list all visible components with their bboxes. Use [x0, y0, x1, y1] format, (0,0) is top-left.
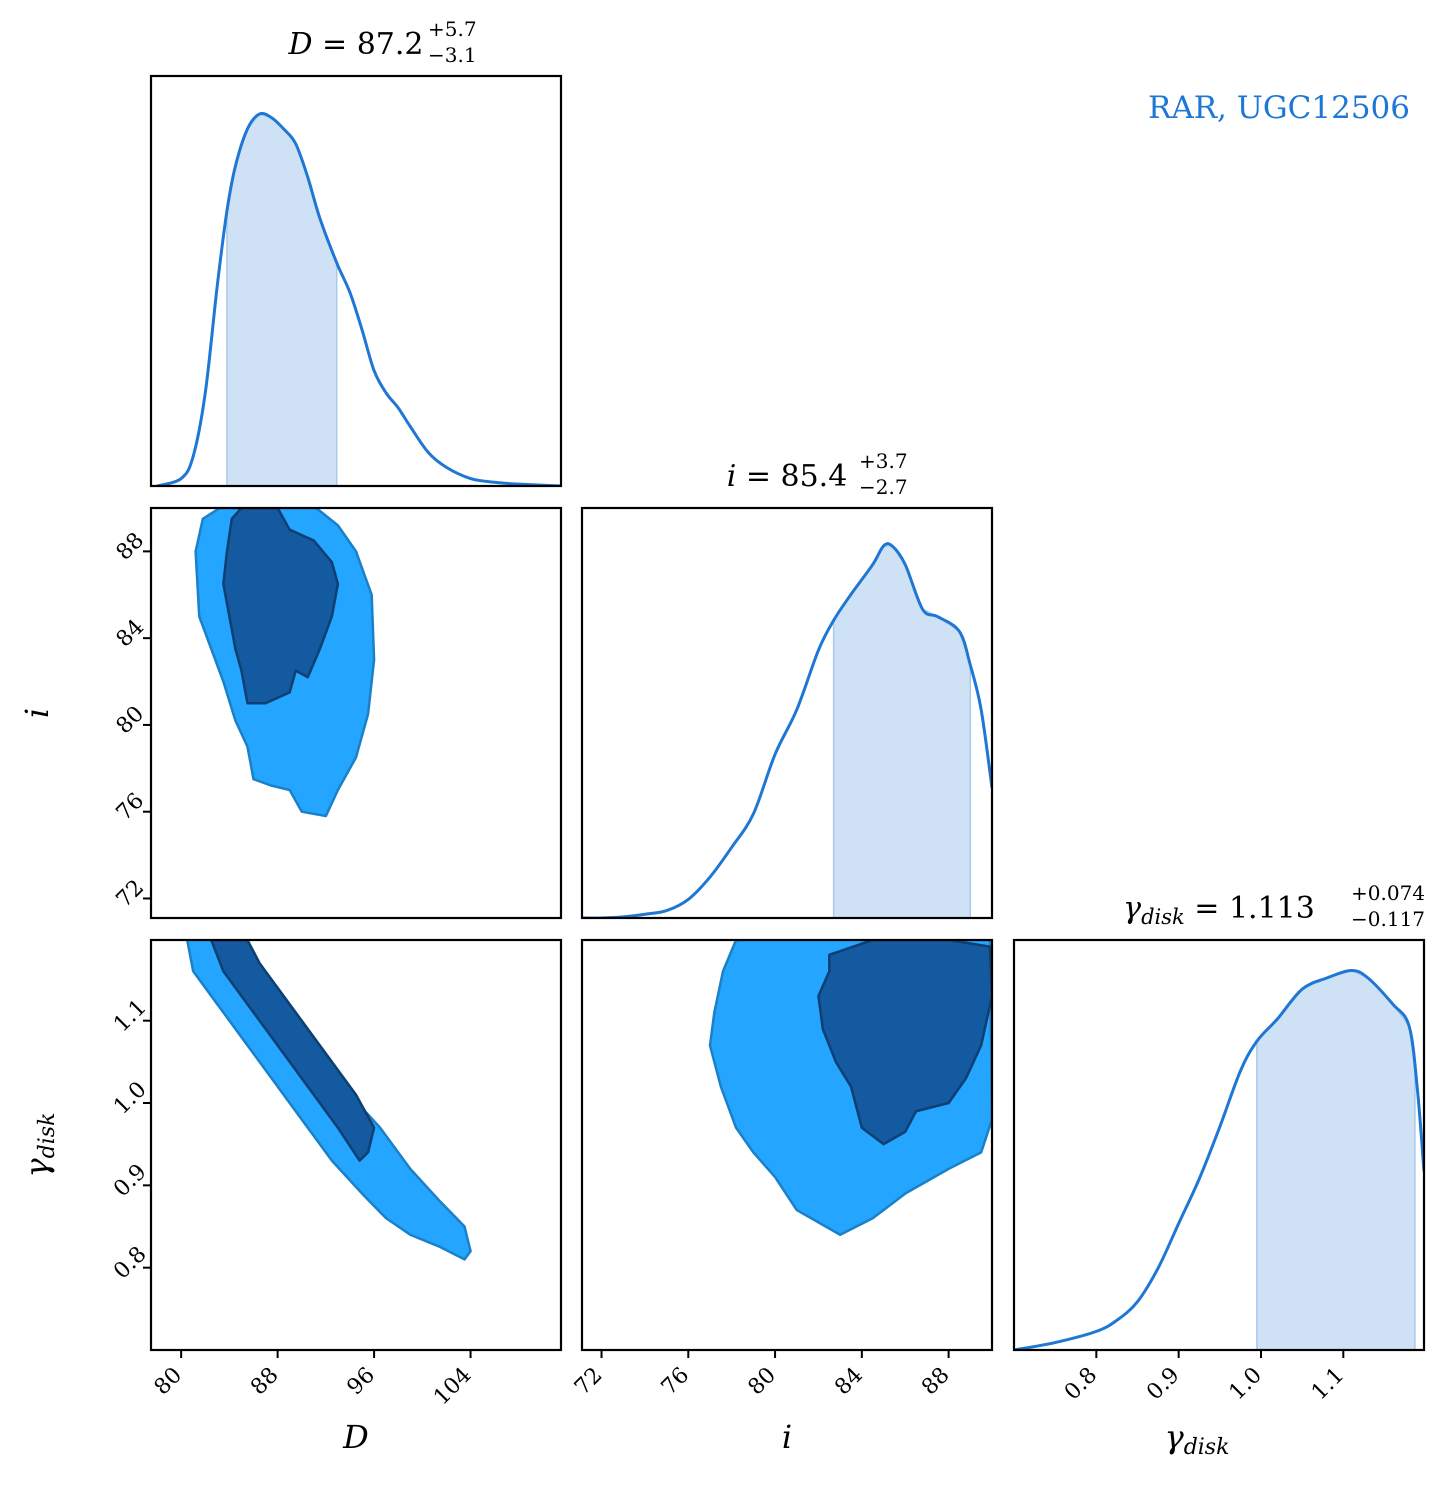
- marginal-g: [1014, 969, 1424, 1350]
- x-tick-label: 0.9: [1142, 1363, 1184, 1405]
- title-upper-error: +0.074: [1351, 881, 1425, 905]
- x-tick-label: 1.1: [1307, 1363, 1349, 1405]
- title-symbol: i: [727, 459, 737, 494]
- panel-title-i: i = 85.4: [727, 459, 848, 494]
- axis-subscript: disk: [1184, 1435, 1230, 1460]
- title-value: = 87.2: [313, 27, 424, 62]
- y-tick-label: 1.1: [109, 995, 151, 1037]
- legend-label: RAR, UGC12506: [1148, 90, 1410, 126]
- joint-D-g: [185, 940, 472, 1261]
- x-tick-label: 80: [744, 1363, 781, 1400]
- x-tick-label: 0.8: [1060, 1363, 1102, 1405]
- title-lower-error: −2.7: [859, 475, 908, 499]
- contour-inner: [817, 940, 992, 1146]
- x-tick-label: 76: [657, 1363, 694, 1400]
- y-tick-label: 0.9: [109, 1160, 151, 1202]
- axis-subscript: disk: [35, 1113, 60, 1159]
- axis-symbol: i: [782, 1418, 792, 1456]
- panel-frame: [149, 74, 563, 488]
- panel-frame: [149, 506, 563, 920]
- x-tick-label: 88: [917, 1363, 954, 1400]
- density-line: [1014, 969, 1424, 1350]
- axis-symbol: D: [342, 1418, 369, 1456]
- title-value: = 85.4: [736, 459, 847, 494]
- panel-title-g: γdisk = 1.113: [1123, 891, 1315, 929]
- credible-band: [1256, 969, 1416, 1350]
- title-upper-error: +3.7: [859, 449, 908, 473]
- y-axis-label-i: i: [18, 708, 56, 718]
- marginal-i: [582, 542, 992, 918]
- credible-band: [226, 113, 338, 486]
- x-tick-label: 104: [429, 1363, 476, 1410]
- axis-symbol: γ: [18, 1157, 56, 1177]
- marginal-D: [156, 111, 561, 486]
- x-tick-label: 84: [830, 1363, 867, 1400]
- y-tick-label: 1.0: [109, 1077, 151, 1119]
- joint-D-i: [194, 508, 376, 818]
- panel-title-D: D = 87.2: [287, 27, 423, 62]
- credible-band: [832, 545, 972, 918]
- contour-inner: [210, 940, 376, 1162]
- density-line: [582, 542, 992, 918]
- title-lower-error: −3.1: [428, 43, 477, 67]
- x-tick-label: 72: [570, 1363, 607, 1400]
- title-value: = 1.113: [1185, 891, 1315, 926]
- contour-inner: [222, 508, 340, 705]
- x-tick-label: 80: [150, 1363, 187, 1400]
- x-axis-label-i: i: [782, 1418, 792, 1456]
- panel-frame: [1012, 938, 1426, 1352]
- panel-frame: [580, 506, 994, 920]
- title-upper-error: +5.7: [428, 17, 477, 41]
- title-symbol: γ: [1123, 891, 1141, 926]
- panel-frame: [149, 938, 563, 1352]
- y-tick-label: 0.8: [109, 1242, 151, 1284]
- axis-symbol: i: [18, 708, 56, 718]
- title-lower-error: −0.117: [1351, 907, 1425, 931]
- y-tick-label: 80: [112, 702, 149, 739]
- joint-i-g: [708, 940, 992, 1236]
- y-tick-label: 88: [112, 528, 149, 565]
- x-axis-label-g: γdisk: [1165, 1418, 1230, 1460]
- y-axis-label-g: γdisk: [18, 1113, 60, 1178]
- title-subscript: disk: [1141, 905, 1185, 929]
- y-tick-label: 76: [112, 788, 149, 825]
- x-axis-label-D: D: [342, 1418, 369, 1456]
- y-tick-label: 72: [112, 875, 149, 912]
- density-line: [156, 111, 561, 486]
- panel-frame: [580, 938, 994, 1352]
- x-tick-label: 1.0: [1225, 1363, 1267, 1405]
- x-tick-label: 96: [343, 1363, 380, 1400]
- axis-symbol: γ: [1165, 1418, 1185, 1456]
- x-tick-label: 88: [246, 1363, 283, 1400]
- y-tick-label: 84: [112, 615, 149, 652]
- title-symbol: D: [287, 27, 312, 62]
